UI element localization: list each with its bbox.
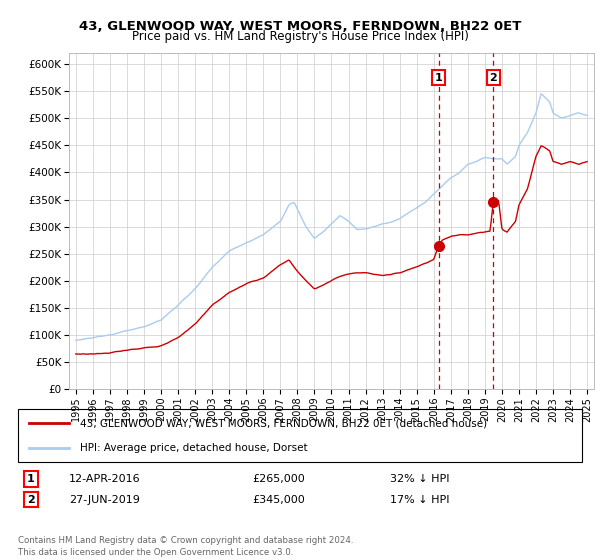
Text: 2: 2	[490, 73, 497, 82]
Text: Price paid vs. HM Land Registry's House Price Index (HPI): Price paid vs. HM Land Registry's House …	[131, 30, 469, 43]
Text: £265,000: £265,000	[252, 474, 305, 484]
Text: £345,000: £345,000	[252, 494, 305, 505]
Text: 17% ↓ HPI: 17% ↓ HPI	[390, 494, 449, 505]
Text: 2: 2	[27, 494, 35, 505]
Text: 43, GLENWOOD WAY, WEST MOORS, FERNDOWN, BH22 0ET (detached house): 43, GLENWOOD WAY, WEST MOORS, FERNDOWN, …	[80, 418, 487, 428]
Text: Contains HM Land Registry data © Crown copyright and database right 2024.
This d: Contains HM Land Registry data © Crown c…	[18, 536, 353, 557]
Text: 1: 1	[27, 474, 35, 484]
Text: HPI: Average price, detached house, Dorset: HPI: Average price, detached house, Dors…	[80, 442, 308, 452]
Text: 43, GLENWOOD WAY, WEST MOORS, FERNDOWN, BH22 0ET: 43, GLENWOOD WAY, WEST MOORS, FERNDOWN, …	[79, 20, 521, 32]
Text: 1: 1	[434, 73, 442, 82]
Text: 12-APR-2016: 12-APR-2016	[69, 474, 140, 484]
Text: 32% ↓ HPI: 32% ↓ HPI	[390, 474, 449, 484]
Text: 27-JUN-2019: 27-JUN-2019	[69, 494, 140, 505]
